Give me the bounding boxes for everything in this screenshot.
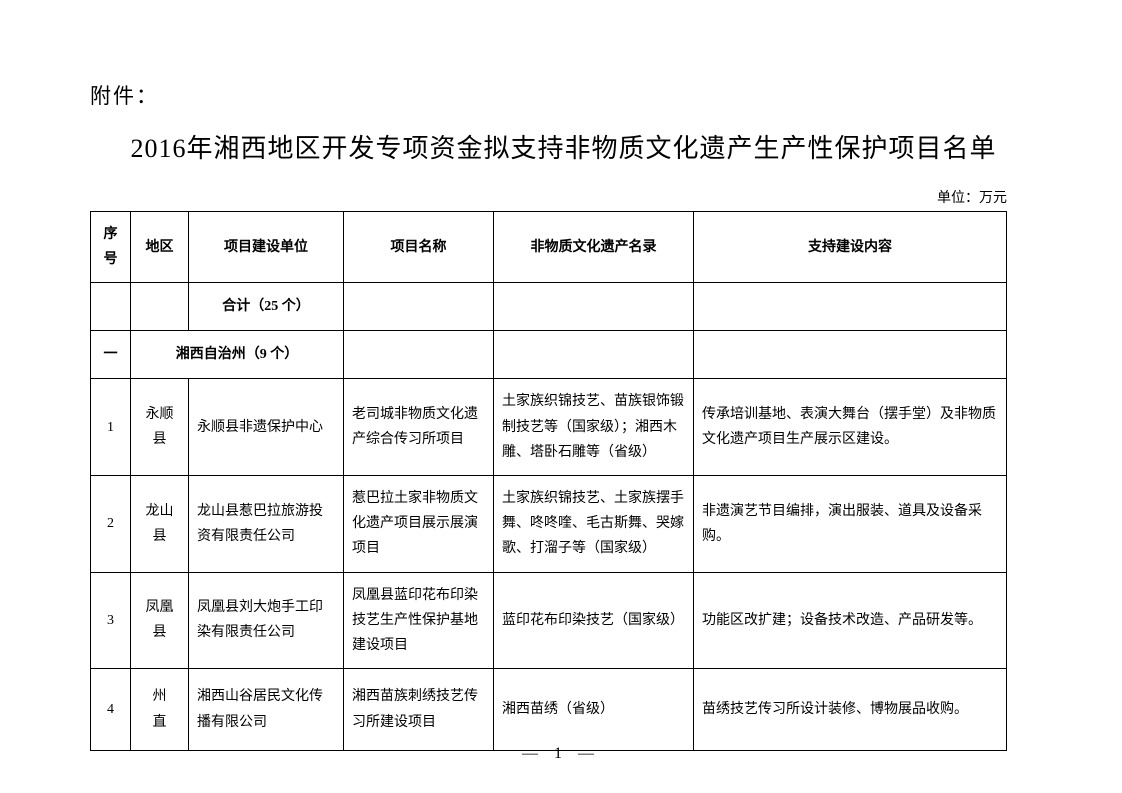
cell-project-name: 湘西苗族刺绣技艺传习所建设项目 (344, 669, 494, 751)
table-header-row: 序号 地区 项目建设单位 项目名称 非物质文化遗产名录 支持建设内容 (91, 212, 1007, 283)
table-row: 2 龙山县 龙山县惹巴拉旅游投资有限责任公司 惹巴拉土家非物质文化遗产项目展示展… (91, 475, 1007, 572)
cell-build-unit: 凤凰县刘大炮手工印染有限责任公司 (189, 572, 344, 669)
cell-seq: 2 (91, 475, 131, 572)
cell-project-name: 凤凰县蓝印花布印染技艺生产性保护基地建设项目 (344, 572, 494, 669)
section-label: 湘西自治州（9 个） (131, 331, 344, 379)
total-pname (344, 283, 494, 331)
table-row: 1 永顺县 永顺县非遗保护中心 老司城非物质文化遗产综合传习所项目 土家族织锦技… (91, 379, 1007, 476)
cell-build-unit: 湘西山谷居民文化传播有限公司 (189, 669, 344, 751)
attachment-label: 附件： (90, 80, 1007, 110)
cell-content: 功能区改扩建；设备技术改造、产品研发等。 (694, 572, 1007, 669)
cell-region: 永顺县 (131, 379, 189, 476)
cell-heritage: 湘西苗绣（省级） (494, 669, 694, 751)
page-number: — 1 — (0, 745, 1122, 763)
cell-seq: 3 (91, 572, 131, 669)
section-seq: 一 (91, 331, 131, 379)
header-seq: 序号 (91, 212, 131, 283)
cell-build-unit: 龙山县惹巴拉旅游投资有限责任公司 (189, 475, 344, 572)
project-table: 序号 地区 项目建设单位 项目名称 非物质文化遗产名录 支持建设内容 合计（25… (90, 211, 1007, 751)
cell-region: 龙山县 (131, 475, 189, 572)
table-row: 3 凤凰县 凤凰县刘大炮手工印染有限责任公司 凤凰县蓝印花布印染技艺生产性保护基… (91, 572, 1007, 669)
section-content (694, 331, 1007, 379)
cell-heritage: 蓝印花布印染技艺（国家级） (494, 572, 694, 669)
unit-label: 单位：万元 (90, 187, 1007, 207)
total-heritage (494, 283, 694, 331)
total-region (131, 283, 189, 331)
cell-heritage: 土家族织锦技艺、土家族摆手舞、咚咚喹、毛古斯舞、哭嫁歌、打溜子等（国家级） (494, 475, 694, 572)
header-build-unit: 项目建设单位 (189, 212, 344, 283)
cell-project-name: 惹巴拉土家非物质文化遗产项目展示展演项目 (344, 475, 494, 572)
table-row: 4 州 直 湘西山谷居民文化传播有限公司 湘西苗族刺绣技艺传习所建设项目 湘西苗… (91, 669, 1007, 751)
section-row: 一 湘西自治州（9 个） (91, 331, 1007, 379)
cell-content: 传承培训基地、表演大舞台（摆手堂）及非物质文化遗产项目生产展示区建设。 (694, 379, 1007, 476)
header-project-name: 项目名称 (344, 212, 494, 283)
cell-region: 凤凰县 (131, 572, 189, 669)
header-content: 支持建设内容 (694, 212, 1007, 283)
page-title: 2016年湘西地区开发专项资金拟支持非物质文化遗产生产性保护项目名单 (90, 128, 1007, 165)
section-pname (344, 331, 494, 379)
cell-seq: 4 (91, 669, 131, 751)
total-seq (91, 283, 131, 331)
total-content (694, 283, 1007, 331)
cell-heritage: 土家族织锦技艺、苗族银饰锻制技艺等（国家级）；湘西木雕、塔卧石雕等（省级） (494, 379, 694, 476)
total-row: 合计（25 个） (91, 283, 1007, 331)
section-heritage (494, 331, 694, 379)
cell-content: 非遗演艺节目编排，演出服装、道具及设备采购。 (694, 475, 1007, 572)
header-heritage: 非物质文化遗产名录 (494, 212, 694, 283)
cell-build-unit: 永顺县非遗保护中心 (189, 379, 344, 476)
cell-seq: 1 (91, 379, 131, 476)
cell-content: 苗绣技艺传习所设计装修、博物展品收购。 (694, 669, 1007, 751)
header-region: 地区 (131, 212, 189, 283)
cell-region: 州 直 (131, 669, 189, 751)
cell-project-name: 老司城非物质文化遗产综合传习所项目 (344, 379, 494, 476)
total-label: 合计（25 个） (189, 283, 344, 331)
